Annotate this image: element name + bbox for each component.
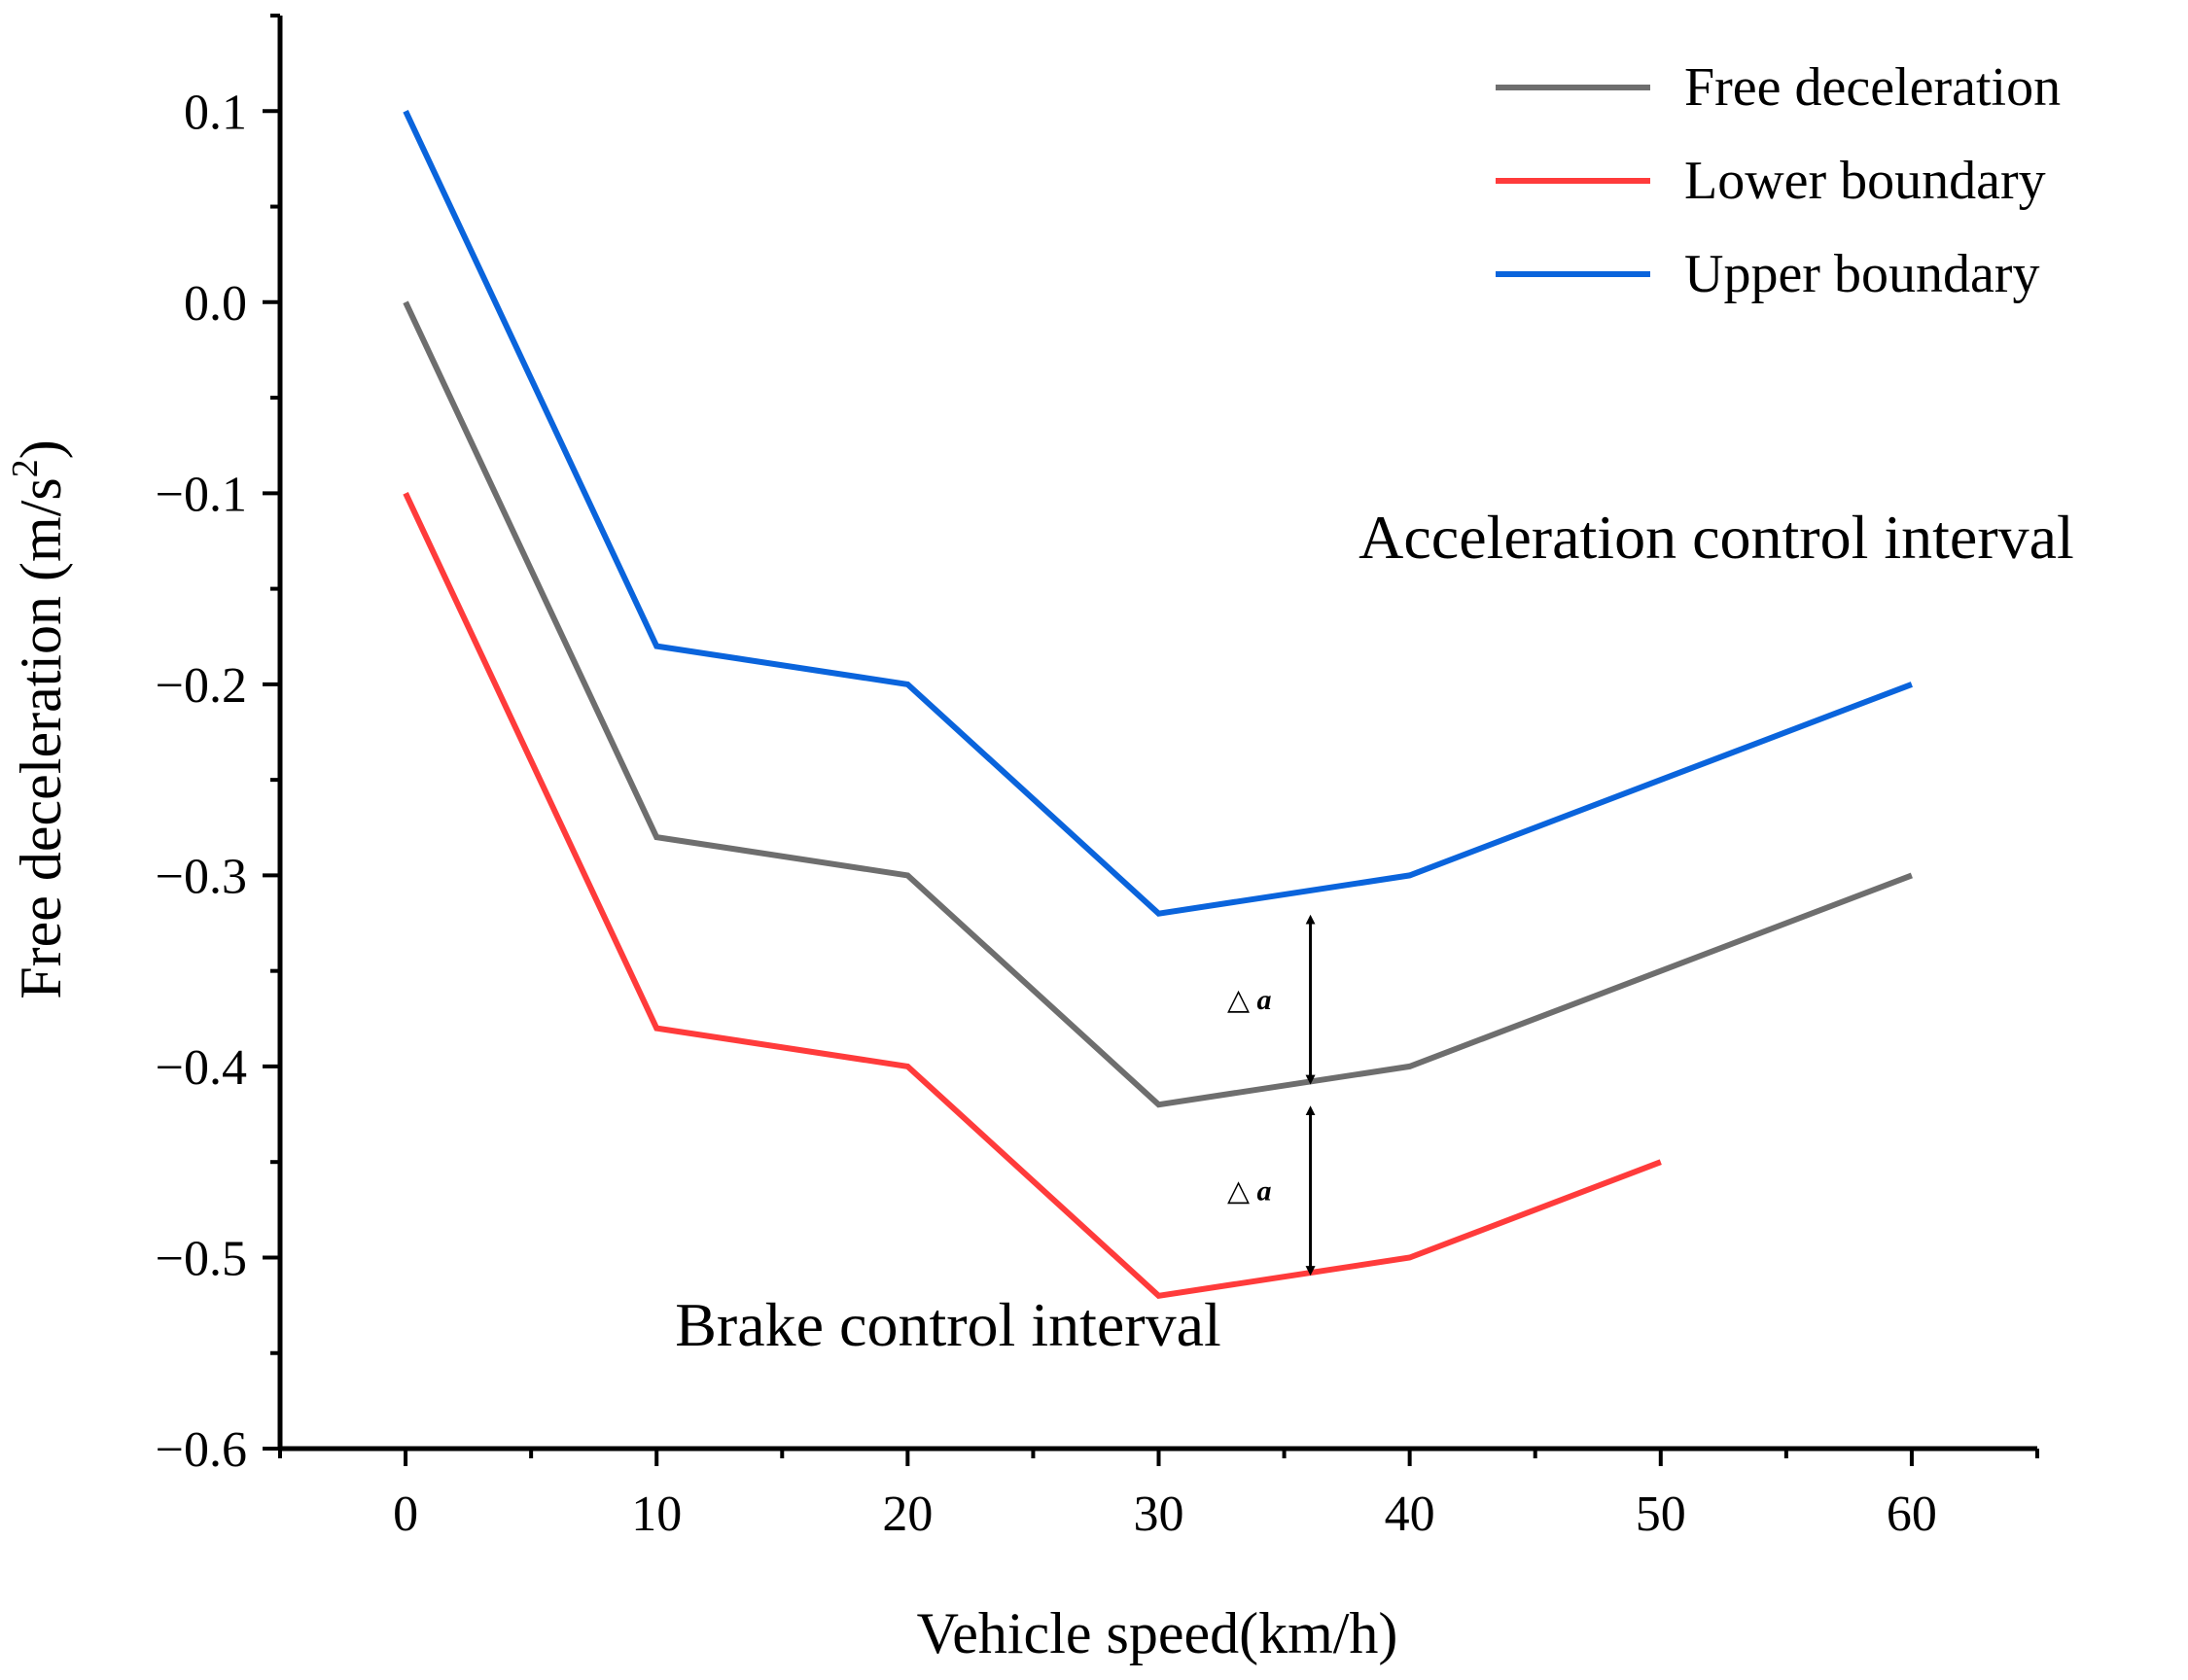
x-axis-title: Vehicle speed(km/h) xyxy=(917,1601,1398,1665)
y-tick-label: −0.5 xyxy=(156,1231,247,1286)
brake-interval-annotation: Brake control interval xyxy=(675,1290,1221,1359)
series-layer xyxy=(403,110,1913,1299)
ticks: 0 10 20 30 40 50 60 0.1 0.0 −0.1 −0.2 −0.3 −0.4 −0.5 −… xyxy=(156,14,2039,1542)
legend-label-lower-boundary: Lower boundary xyxy=(1684,151,2046,211)
x-tick-label: 10 xyxy=(631,1487,682,1542)
series-line-upper-boundary xyxy=(403,110,1913,917)
x-tick-label: 40 xyxy=(1385,1487,1435,1542)
y-axis-title: Free deceleration (m/s2) xyxy=(5,439,73,998)
x-tick-label: 20 xyxy=(882,1487,933,1542)
y-tick-label: −0.1 xyxy=(156,467,247,522)
annotations: △ a △ a xyxy=(1227,914,1316,1277)
y-axis-title-superscript: 2 xyxy=(5,459,46,477)
legend-label-free-deceleration: Free deceleration xyxy=(1684,57,2061,118)
y-tick-label: −0.2 xyxy=(156,658,247,714)
y-axis-title-main: Free deceleration (m/s xyxy=(9,477,73,998)
y-tick-label: −0.4 xyxy=(156,1040,247,1096)
y-axis-title-text: Free deceleration (m/s2) xyxy=(5,439,73,998)
y-tick-label: 0.1 xyxy=(184,85,247,140)
y-axis-title-close: ) xyxy=(9,439,73,459)
delta-a-label: △ a xyxy=(1227,1175,1272,1208)
axes xyxy=(277,16,2037,1452)
series-line-lower-boundary xyxy=(403,492,1662,1299)
x-tick-label: 60 xyxy=(1887,1487,1937,1542)
series-line-free-deceleration xyxy=(403,300,1913,1108)
legend-label-upper-boundary: Upper boundary xyxy=(1684,244,2039,304)
x-tick-label: 30 xyxy=(1134,1487,1184,1542)
y-tick-label: −0.6 xyxy=(156,1422,247,1478)
y-tick-label: 0.0 xyxy=(184,276,247,332)
y-tick-label: −0.3 xyxy=(156,849,247,904)
x-tick-label: 0 xyxy=(393,1487,418,1542)
x-tick-label: 50 xyxy=(1636,1487,1686,1542)
delta-a-label: △ a xyxy=(1227,984,1272,1016)
acceleration-interval-annotation: Acceleration control interval xyxy=(1359,503,2074,572)
legend: Free deceleration Lower boundary Upper bou… xyxy=(1496,57,2061,304)
